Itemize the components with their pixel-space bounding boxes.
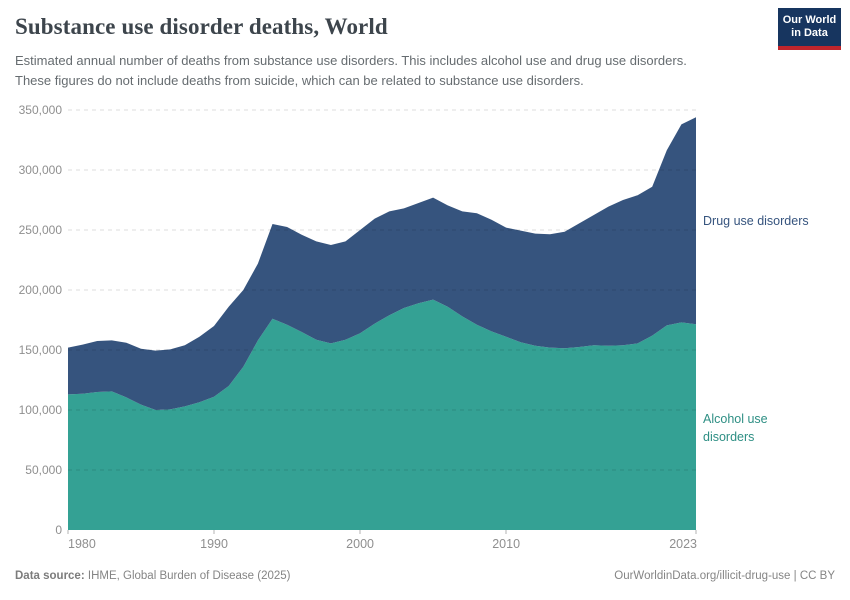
license-label: CC BY (799, 570, 835, 582)
area-series-group (68, 117, 696, 530)
citation-separator: | (790, 570, 800, 582)
data-source-line: Data source: IHME, Global Burden of Dise… (15, 570, 291, 582)
citation-line: OurWorldinData.org/illicit-drug-use | CC… (614, 570, 835, 582)
page-title: Substance use disorder deaths, World (15, 14, 388, 39)
gridlines (68, 109, 696, 471)
chart-subtitle: Estimated annual number of deaths from s… (15, 53, 687, 88)
y-axis-labels: 0 50,000 100,000 150,000 200,000 250,000 300,0… (19, 103, 63, 537)
owid-logo-red-bar (778, 46, 841, 50)
series-label-alcohol-use-disorders-line2: disorders (703, 430, 754, 444)
series-labels: Alcohol use disorders Drug use disorders (703, 214, 809, 444)
y-tick-label-0: 0 (55, 523, 62, 537)
owid-logo-text-line1: Our World (782, 14, 837, 26)
x-axis: 1980 1990 2000 2010 2023 (67, 530, 697, 551)
y-tick-label-300000: 300,000 (19, 163, 63, 177)
owid-logo-text-line2: in Data (791, 27, 828, 39)
y-tick-label-100000: 100,000 (19, 403, 63, 417)
y-tick-label-50000: 50,000 (25, 463, 62, 477)
data-source-label: Data source: (15, 570, 85, 582)
data-source-value: IHME, Global Burden of Disease (2025) (87, 570, 291, 582)
y-tick-label-200000: 200,000 (19, 283, 63, 297)
y-tick-label-250000: 250,000 (19, 223, 63, 237)
y-tick-label-350000: 350,000 (19, 103, 63, 117)
x-tick-label-1990: 1990 (200, 537, 228, 551)
chart-footer: Data source: IHME, Global Burden of Dise… (0, 567, 850, 591)
x-tick-label-2000: 2000 (346, 537, 374, 551)
owid-url-link[interactable]: OurWorldinData.org/illicit-drug-use (614, 570, 791, 582)
area-alcohol-use-disorders (68, 299, 696, 530)
series-label-drug-use-disorders-line1: Drug use disorders (703, 214, 809, 228)
x-tick-label-1980: 1980 (68, 537, 96, 551)
owid-logo[interactable]: Our World in Data (778, 8, 841, 46)
x-tick-label-2023: 2023 (669, 537, 697, 551)
series-label-alcohol-use-disorders-line1: Alcohol use (703, 412, 768, 426)
y-tick-label-150000: 150,000 (19, 343, 63, 357)
area-drug-use-disorders (68, 117, 696, 410)
x-tick-label-2010: 2010 (492, 537, 520, 551)
